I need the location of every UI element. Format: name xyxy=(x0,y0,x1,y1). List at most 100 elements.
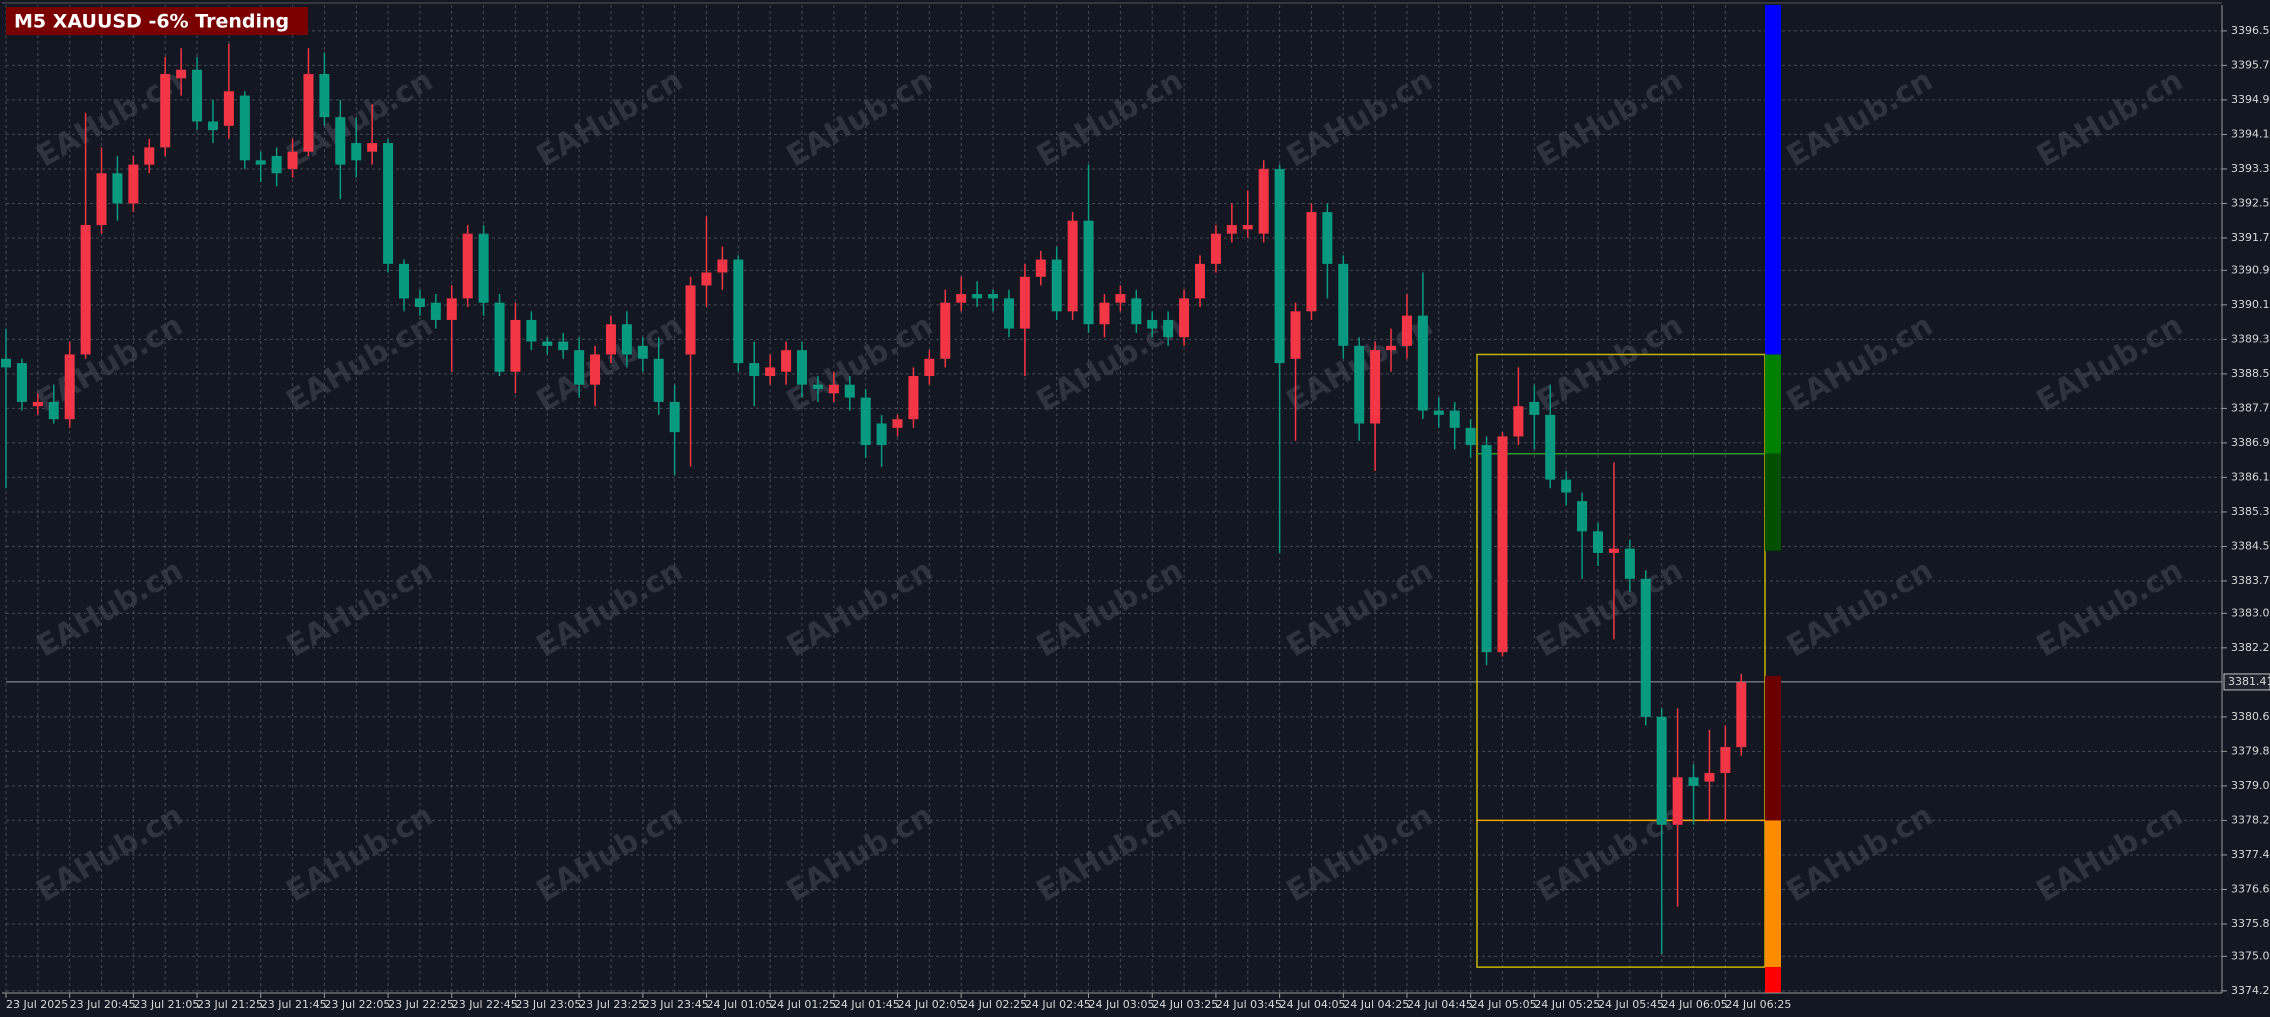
candle-body xyxy=(1147,319,1158,329)
candle-body xyxy=(924,358,935,377)
y-tick-label: 3390.95 xyxy=(2231,263,2270,276)
zone xyxy=(1765,453,1781,551)
x-tick-label: 24 Jul 03:45 xyxy=(1216,998,1282,1011)
candle-body xyxy=(765,367,776,377)
y-tick-label: 3393.30 xyxy=(2231,162,2270,175)
zone xyxy=(1765,354,1781,454)
x-tick-label: 23 Jul 21:45 xyxy=(261,998,327,1011)
candle-body xyxy=(1370,350,1381,424)
candle-body xyxy=(1226,225,1237,234)
candle-body xyxy=(1593,531,1603,553)
zone xyxy=(1765,820,1781,968)
y-tick-label: 3377.40 xyxy=(2231,848,2270,861)
zone xyxy=(1765,5,1781,355)
price-label: 3381.41 xyxy=(2228,675,2270,688)
candle-body xyxy=(430,302,441,320)
candle-body xyxy=(1656,716,1667,825)
x-tick-label: 24 Jul 05:05 xyxy=(1471,998,1537,1011)
y-tick-label: 3383.00 xyxy=(2231,606,2270,619)
candle-body xyxy=(96,173,107,226)
candle-body xyxy=(1354,345,1365,424)
candle-body xyxy=(1672,777,1683,825)
candle-body xyxy=(48,401,59,420)
candle-body xyxy=(876,423,887,446)
candle-body xyxy=(80,225,91,355)
candle-body xyxy=(383,143,394,264)
x-tick-label: 23 Jul 22:45 xyxy=(452,998,518,1011)
candle-body xyxy=(1608,548,1619,553)
candle-body xyxy=(1338,263,1349,346)
candle-body xyxy=(1306,212,1317,312)
candle-body xyxy=(1258,168,1269,234)
candle-body xyxy=(192,69,203,122)
candle-body xyxy=(621,324,632,355)
y-tick-label: 3384.55 xyxy=(2231,539,2270,552)
candle-body xyxy=(1688,777,1699,786)
candle-body xyxy=(956,294,967,303)
x-tick-label: 24 Jul 02:25 xyxy=(961,998,1027,1011)
candle-body xyxy=(1624,548,1635,579)
x-tick-label: 24 Jul 06:25 xyxy=(1725,998,1791,1011)
y-tick-label: 3391.70 xyxy=(2231,231,2270,244)
candle-body xyxy=(255,160,266,165)
candle-body xyxy=(351,143,362,161)
candle-body xyxy=(1131,298,1142,325)
candle-body xyxy=(1035,259,1046,277)
candle-body xyxy=(112,173,123,204)
candle-body xyxy=(1179,298,1190,338)
candle-body xyxy=(1497,436,1508,653)
candle-body xyxy=(717,259,728,273)
candle-body xyxy=(1433,410,1444,415)
y-tick-label: 3396.50 xyxy=(2231,24,2270,37)
x-tick-label: 24 Jul 03:25 xyxy=(1152,998,1218,1011)
x-tick-label: 23 Jul 21:25 xyxy=(197,998,263,1011)
y-tick-label: 3394.90 xyxy=(2231,93,2270,106)
candle-body xyxy=(1115,294,1126,303)
y-tick-label: 3389.35 xyxy=(2231,332,2270,345)
y-tick-label: 3386.95 xyxy=(2231,436,2270,449)
x-tick-label: 24 Jul 03:05 xyxy=(1089,998,1155,1011)
candle-body xyxy=(367,143,378,152)
x-tick-label: 24 Jul 02:05 xyxy=(898,998,964,1011)
y-tick-label: 3379.00 xyxy=(2231,779,2270,792)
candle-body xyxy=(1083,220,1094,325)
y-tick-label: 3383.75 xyxy=(2231,574,2270,587)
y-tick-label: 3388.55 xyxy=(2231,367,2270,380)
x-tick-label: 24 Jul 01:45 xyxy=(834,998,900,1011)
candle-body xyxy=(207,121,218,131)
candle-body xyxy=(1019,276,1030,329)
candle-body xyxy=(1195,263,1205,299)
candle-body xyxy=(1449,410,1460,428)
candle-body xyxy=(239,95,250,161)
candle-body xyxy=(1,358,11,368)
candle-body xyxy=(908,376,919,420)
candle-body xyxy=(1210,233,1221,264)
candle-body xyxy=(892,419,903,428)
y-tick-label: 3380.60 xyxy=(2231,710,2270,723)
candle-body xyxy=(414,298,425,308)
x-tick-label: 23 Jul 22:05 xyxy=(324,998,390,1011)
x-tick-label: 23 Jul 2025 xyxy=(6,998,68,1011)
candle-body xyxy=(860,397,871,446)
x-tick-label: 23 Jul 22:25 xyxy=(388,998,454,1011)
x-tick-label: 24 Jul 05:25 xyxy=(1534,998,1600,1011)
y-tick-label: 3379.80 xyxy=(2231,744,2270,757)
candle-body xyxy=(1386,345,1397,351)
candle-body xyxy=(335,117,346,165)
x-tick-label: 24 Jul 02:45 xyxy=(1025,998,1091,1011)
candle-body xyxy=(1322,212,1333,264)
candle-body xyxy=(1561,479,1572,493)
candle-body xyxy=(446,298,457,320)
candle-body xyxy=(1274,168,1285,364)
x-tick-label: 24 Jul 01:25 xyxy=(770,998,836,1011)
x-tick-label: 24 Jul 04:45 xyxy=(1407,998,1473,1011)
y-tick-label: 3386.15 xyxy=(2231,470,2270,483)
candle-body xyxy=(1163,319,1174,338)
y-tick-label: 3374.25 xyxy=(2231,984,2270,997)
candle-body xyxy=(128,164,139,204)
candle-body xyxy=(972,294,983,299)
candle-body xyxy=(988,294,999,299)
candle-body xyxy=(701,272,712,286)
candle-body xyxy=(1513,406,1524,437)
